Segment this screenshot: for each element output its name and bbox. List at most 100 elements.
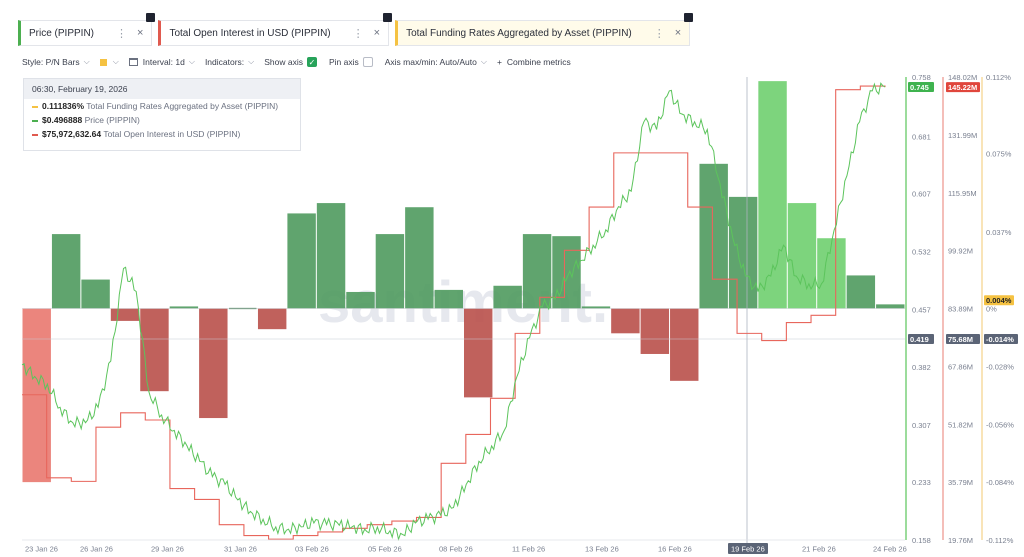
funding-bar <box>787 203 817 309</box>
funding-tick-label: 0% <box>986 305 997 314</box>
show-axis-label: Show axis <box>264 57 303 67</box>
funding-bar <box>581 306 611 309</box>
more-options-icon[interactable]: ⋮ <box>352 27 364 40</box>
funding-bar <box>493 285 522 309</box>
x-cursor-badge: 19 Feb 26 <box>731 545 765 554</box>
tooltip-value: $0.496888 <box>42 115 83 125</box>
tooltip-value: $75,972,632.64 <box>42 129 102 139</box>
tooltip-date: 06:30, February 19, 2026 <box>24 79 300 99</box>
x-cursor-badge-bg <box>728 543 768 554</box>
chart-toolbar: Style: P/N Bars ⌵ ⌵ Interval: 1d ⌵ Indicat… <box>22 55 571 69</box>
price-tick-label: 0.233 <box>912 478 931 487</box>
x-tick-label: 03 Feb 26 <box>295 545 329 554</box>
tab-open-interest[interactable]: Total Open Interest in USD (PIPPIN) ⋮ × <box>158 13 393 46</box>
calendar-icon[interactable] <box>128 58 138 66</box>
funding-current-badge: 0.004% <box>986 296 1012 305</box>
pin-axis-label: Pin axis <box>328 57 359 67</box>
funding-bar <box>405 207 434 309</box>
funding-tick-label: 0.112% <box>986 73 1011 82</box>
price-tick-label: 0.532 <box>912 247 931 256</box>
pin-icon[interactable] <box>146 13 156 22</box>
funding-bar <box>728 196 758 309</box>
funding-current-badge-bg <box>984 295 1014 306</box>
funding-tick-label: 0.037% <box>986 228 1012 237</box>
oi-tick-label: 51.82M <box>948 420 973 429</box>
oi-current-badge-bg <box>946 82 980 93</box>
price-current-badge: 0.745 <box>910 83 929 92</box>
price-tick-label: 0.758 <box>912 73 931 82</box>
price-cursor-badge: 0.419 <box>910 335 929 344</box>
tooltip-metric-name: Total Funding Rates Aggregated by Asset … <box>86 101 279 111</box>
x-tick-label: 16 Feb 26 <box>658 545 692 554</box>
x-tick-label: 23 Jan 26 <box>25 545 58 554</box>
more-options-icon[interactable]: ⋮ <box>653 27 665 40</box>
more-options-icon[interactable]: ⋮ <box>116 27 128 40</box>
funding-tick-label: -0.056% <box>986 420 1014 429</box>
funding-bar <box>346 291 375 309</box>
combine-metrics-button[interactable]: Combine metrics <box>506 57 571 67</box>
legend-swatch <box>32 133 38 136</box>
x-tick-label: 29 Jan 26 <box>151 545 184 554</box>
tooltip-metric-name: Price (PIPPIN) <box>84 115 140 125</box>
pin-icon[interactable] <box>684 13 694 22</box>
funding-bar <box>611 308 640 334</box>
tooltip-row-oi: $75,972,632.64 Total Open Interest in US… <box>24 127 300 141</box>
funding-bar <box>199 308 228 419</box>
chevron-down-icon: ⌵ <box>112 57 119 66</box>
x-tick-label: 26 Jan 26 <box>80 545 113 554</box>
price-tick-label: 0.607 <box>912 190 931 199</box>
funding-bar <box>316 203 346 309</box>
funding-bar <box>140 308 169 392</box>
chevron-down-icon: ⌵ <box>83 57 90 66</box>
close-icon[interactable]: × <box>137 27 144 39</box>
color-swatch-icon[interactable] <box>99 58 107 66</box>
legend-swatch <box>32 119 38 122</box>
funding-tick-label: -0.028% <box>986 362 1014 371</box>
close-icon[interactable]: × <box>674 27 682 39</box>
pin-axis-checkbox[interactable] <box>362 57 373 67</box>
chevron-down-icon: ⌵ <box>188 57 195 66</box>
funding-bar <box>464 308 493 398</box>
indicators-select[interactable]: Indicators: <box>204 57 245 67</box>
funding-bar <box>81 279 110 309</box>
funding-bar <box>876 304 905 309</box>
funding-bar <box>287 213 316 309</box>
oi-tick-label: 83.89M <box>948 305 973 314</box>
funding-tick-label: 0.075% <box>986 149 1012 158</box>
tab-price[interactable]: Price (PIPPIN) ⋮ × <box>18 13 156 46</box>
funding-tick-label: -0.084% <box>986 478 1014 487</box>
x-tick-label: 11 Feb 26 <box>512 545 545 554</box>
metric-tabs: Price (PIPPIN) ⋮ × Total Open Interest i… <box>18 13 696 46</box>
tab-funding-rates[interactable]: Total Funding Rates Aggregated by Asset … <box>395 13 694 46</box>
oi-tick-label: 131.99M <box>948 131 977 140</box>
style-select[interactable]: Style: P/N Bars <box>22 57 80 67</box>
show-axis-checkbox[interactable]: ✓ <box>306 57 317 67</box>
funding-bar <box>758 81 787 309</box>
axis-maxmin-select[interactable]: Axis max/min: Auto/Auto <box>384 57 477 67</box>
oi-tick-label: 115.95M <box>948 189 977 198</box>
price-tick-label: 0.307 <box>912 421 931 430</box>
funding-bar <box>670 308 699 381</box>
x-tick-label: 05 Feb 26 <box>368 545 402 554</box>
funding-bar <box>817 238 846 309</box>
tab-open-interest-label: Total Open Interest in USD (PIPPIN) <box>169 27 331 39</box>
funding-cursor-badge: -0.014% <box>986 335 1014 344</box>
pin-icon[interactable] <box>383 13 393 22</box>
price-line <box>21 82 886 542</box>
legend-swatch <box>32 105 38 108</box>
price-current-badge-bg <box>908 82 934 93</box>
oi-cursor-badge: 75.68M <box>948 335 973 344</box>
x-tick-label: 13 Feb 26 <box>585 545 619 554</box>
oi-current-badge: 145.22M <box>948 83 977 92</box>
tooltip-value: 0.111836% <box>42 101 85 111</box>
tooltip-metric-name: Total Open Interest in USD (PIPPIN) <box>103 129 241 139</box>
interval-select[interactable]: Interval: 1d <box>142 57 185 67</box>
x-tick-label: 31 Jan 26 <box>224 545 257 554</box>
oi-tick-label: 148.02M <box>948 73 977 82</box>
oi-cursor-badge-bg <box>946 334 980 344</box>
oi-tick-label: 99.92M <box>948 247 973 256</box>
x-tick-label: 08 Feb 26 <box>439 545 473 554</box>
tab-price-label: Price (PIPPIN) <box>29 27 95 39</box>
close-icon[interactable]: × <box>373 27 381 39</box>
